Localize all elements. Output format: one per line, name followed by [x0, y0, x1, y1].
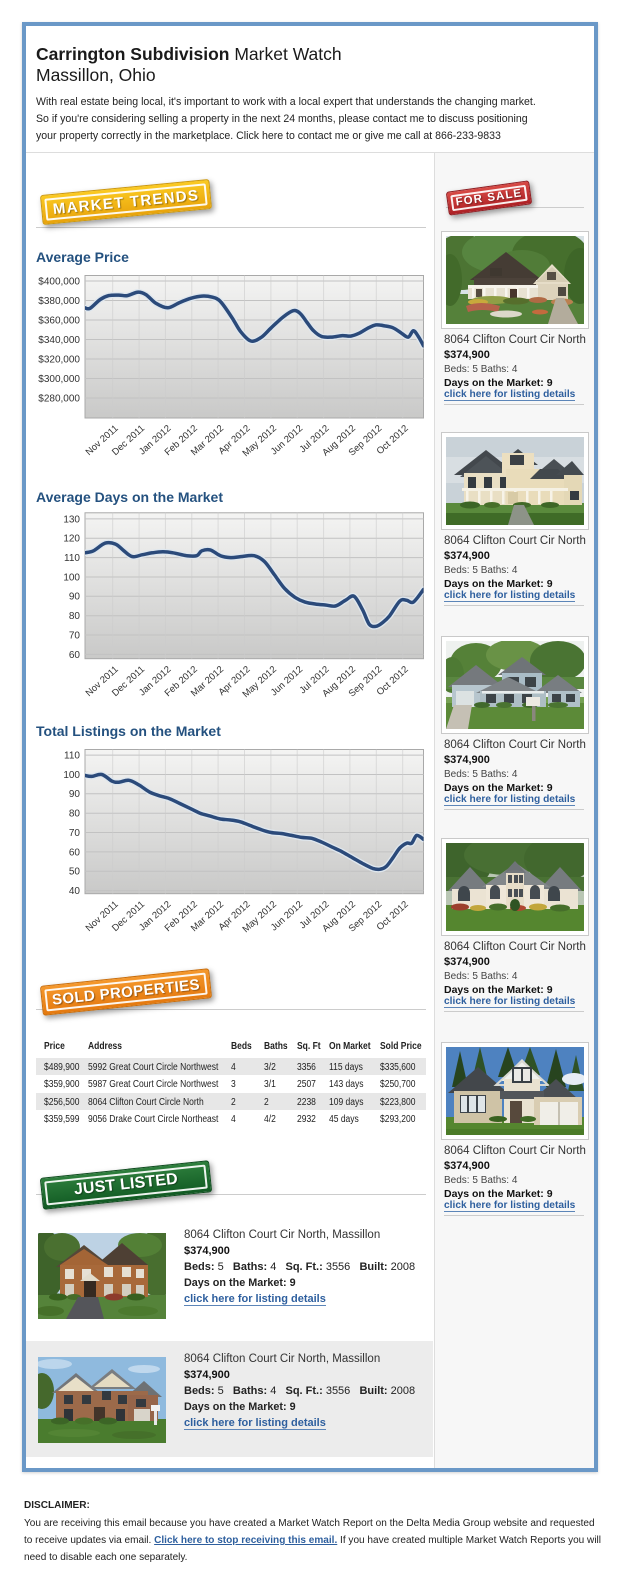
svg-text:110: 110: [64, 553, 80, 564]
svg-text:40: 40: [69, 886, 81, 897]
svg-text:$340,000: $340,000: [38, 335, 80, 346]
svg-text:$280,000: $280,000: [38, 393, 80, 404]
svg-text:110: 110: [64, 751, 80, 762]
svg-text:$300,000: $300,000: [38, 374, 80, 385]
svg-text:130: 130: [63, 514, 80, 525]
svg-text:90: 90: [69, 789, 81, 800]
svg-text:50: 50: [69, 867, 81, 878]
svg-text:$320,000: $320,000: [38, 354, 80, 365]
svg-text:$400,000: $400,000: [38, 276, 80, 287]
svg-text:90: 90: [69, 592, 81, 603]
svg-text:70: 70: [69, 828, 81, 839]
svg-text:80: 80: [69, 611, 81, 622]
svg-text:$360,000: $360,000: [38, 315, 80, 326]
svg-text:70: 70: [69, 630, 81, 641]
svg-text:60: 60: [69, 650, 81, 661]
svg-text:80: 80: [69, 809, 81, 820]
svg-text:60: 60: [69, 847, 81, 858]
svg-text:120: 120: [63, 534, 80, 545]
svg-text:100: 100: [63, 572, 80, 583]
svg-text:$380,000: $380,000: [38, 296, 80, 307]
svg-text:100: 100: [63, 770, 80, 781]
